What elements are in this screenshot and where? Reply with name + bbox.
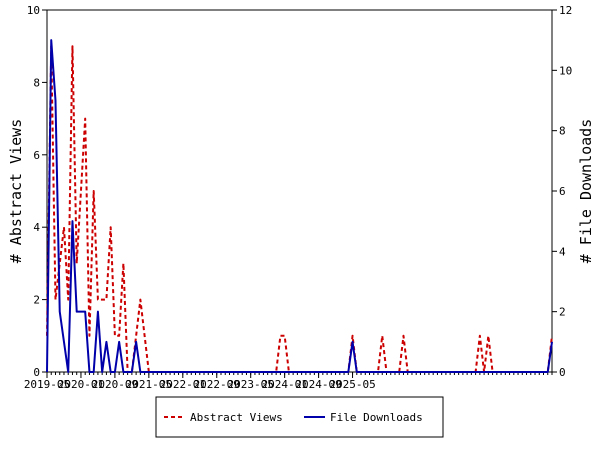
legend-box: [155, 396, 444, 438]
x-tick-label: 2023-05: [228, 378, 274, 391]
left-tick-label: 6: [33, 149, 40, 162]
left-tick-label: 8: [33, 76, 40, 89]
right-tick-label: 6: [559, 185, 566, 198]
left-axis-title: # Abstract Views: [7, 119, 25, 264]
left-tick-label: 0: [33, 366, 40, 379]
x-tick-label: 2022-09: [194, 378, 240, 391]
left-tick-label: 10: [27, 4, 40, 17]
x-tick-label: 2024-01: [261, 378, 307, 391]
right-tick-label: 0: [559, 366, 566, 379]
x-tick-label: 2022-01: [160, 378, 206, 391]
left-axis: 0 2 4 6 8 10: [27, 4, 47, 379]
series-line-file-downloads: [46, 39, 553, 373]
x-tick-label: 2020-09: [92, 378, 138, 391]
right-tick-label: 10: [559, 64, 572, 77]
legend-label-abstract-views: Abstract Views: [190, 411, 283, 424]
right-tick-label: 2: [559, 306, 566, 319]
left-tick-label: 4: [33, 221, 40, 234]
x-tick-label: 2024-09: [295, 378, 341, 391]
right-tick-label: 8: [559, 125, 566, 138]
x-tick-label: 2020-01: [58, 378, 104, 391]
x-tick-label: 2021-05: [126, 378, 172, 391]
right-axis: 0 2 4 6 8 10 12: [552, 4, 572, 379]
right-axis-title: # File Downloads: [577, 119, 595, 264]
legend: Abstract Views File Downloads: [155, 396, 444, 438]
series-group: [46, 39, 553, 373]
right-tick-label: 12: [559, 4, 572, 17]
x-tick-label: 2019-05: [24, 378, 70, 391]
left-tick-label: 2: [33, 294, 40, 307]
x-tick-label: 2025-05: [329, 378, 375, 391]
right-tick-label: 4: [559, 245, 566, 258]
legend-label-file-downloads: File Downloads: [330, 411, 423, 424]
